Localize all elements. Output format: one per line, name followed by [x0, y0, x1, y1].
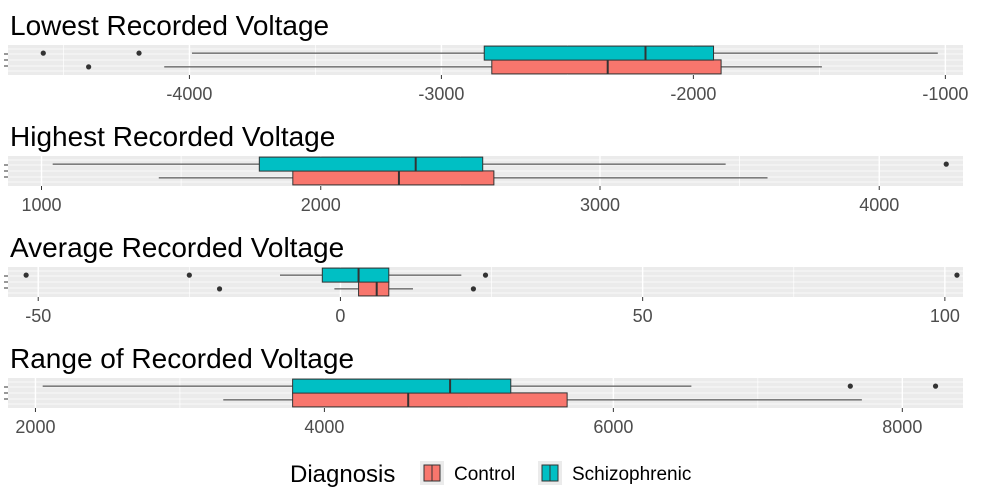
legend-entry-control: Control: [420, 461, 515, 485]
panel-2: Highest Recorded Voltage 1000 2000 3000 4000: [4, 121, 963, 215]
box-schizophrenic: [23, 267, 960, 283]
outlier-point: [136, 50, 142, 56]
legend-label: Control: [454, 464, 515, 485]
x-tick-label: 2000: [301, 195, 341, 215]
box-control: [86, 59, 822, 75]
panel-4: Range of Recorded Voltage 2000 4000 6000 800…: [4, 343, 963, 437]
x-tick-label: 8000: [882, 417, 922, 437]
legend-entry-schizophrenic: Schizophrenic: [538, 461, 691, 485]
outlier-point: [40, 50, 46, 56]
iqr-box: [292, 392, 568, 408]
iqr-box: [358, 281, 390, 297]
panel-1: Lowest Recorded Voltage -4000 -3000 -2000 -1…: [4, 10, 968, 104]
legend-label: Schizophrenic: [572, 464, 691, 485]
x-tick-label: 4000: [859, 195, 899, 215]
panel-3: Average Recorded Voltage -50 0 50 100: [4, 232, 963, 326]
outlier-point: [470, 286, 477, 292]
facet-panels: Lowest Recorded Voltage -4000 -3000 -2000 -1…: [4, 10, 968, 437]
panel-title: Average Recorded Voltage: [10, 232, 344, 263]
panel-title: Range of Recorded Voltage: [10, 343, 354, 374]
iqr-box: [491, 59, 722, 75]
x-tick-label: -2000: [670, 84, 716, 104]
box-schizophrenic: [40, 45, 938, 61]
box-schizophrenic: [42, 378, 939, 394]
panel-title: Highest Recorded Voltage: [10, 121, 335, 152]
x-tick-label: -3000: [418, 84, 464, 104]
x-tick-label: -1000: [922, 84, 968, 104]
x-tick-label: 100: [930, 306, 960, 326]
x-tick-label: 0: [335, 306, 345, 326]
iqr-box: [258, 156, 484, 172]
x-tick-label: -4000: [166, 84, 212, 104]
iqr-box: [483, 45, 715, 61]
x-tick-label: -50: [25, 306, 51, 326]
outlier-point: [86, 64, 92, 70]
iqr-box: [292, 170, 495, 186]
box-schizophrenic: [52, 156, 949, 172]
x-tick-label: 3000: [580, 195, 620, 215]
outlier-point: [932, 383, 939, 389]
panel-title: Lowest Recorded Voltage: [10, 10, 329, 41]
x-tick-label: 6000: [593, 417, 633, 437]
outlier-point: [23, 272, 29, 278]
outlier-point: [943, 161, 949, 167]
iqr-box: [321, 267, 390, 283]
outlier-point: [186, 272, 192, 278]
outlier-point: [216, 286, 223, 292]
x-tick-label: 4000: [304, 417, 344, 437]
legend: Diagnosis Control Schizophrenic: [290, 461, 691, 488]
outlier-point: [954, 272, 960, 278]
box-control: [158, 170, 768, 186]
iqr-box: [292, 378, 512, 394]
outlier-point: [482, 272, 489, 278]
x-tick-label: 2000: [15, 417, 55, 437]
x-tick-label: 50: [633, 306, 653, 326]
outlier-point: [847, 383, 853, 389]
x-tick-label: 1000: [21, 195, 61, 215]
legend-title: Diagnosis: [290, 461, 395, 488]
